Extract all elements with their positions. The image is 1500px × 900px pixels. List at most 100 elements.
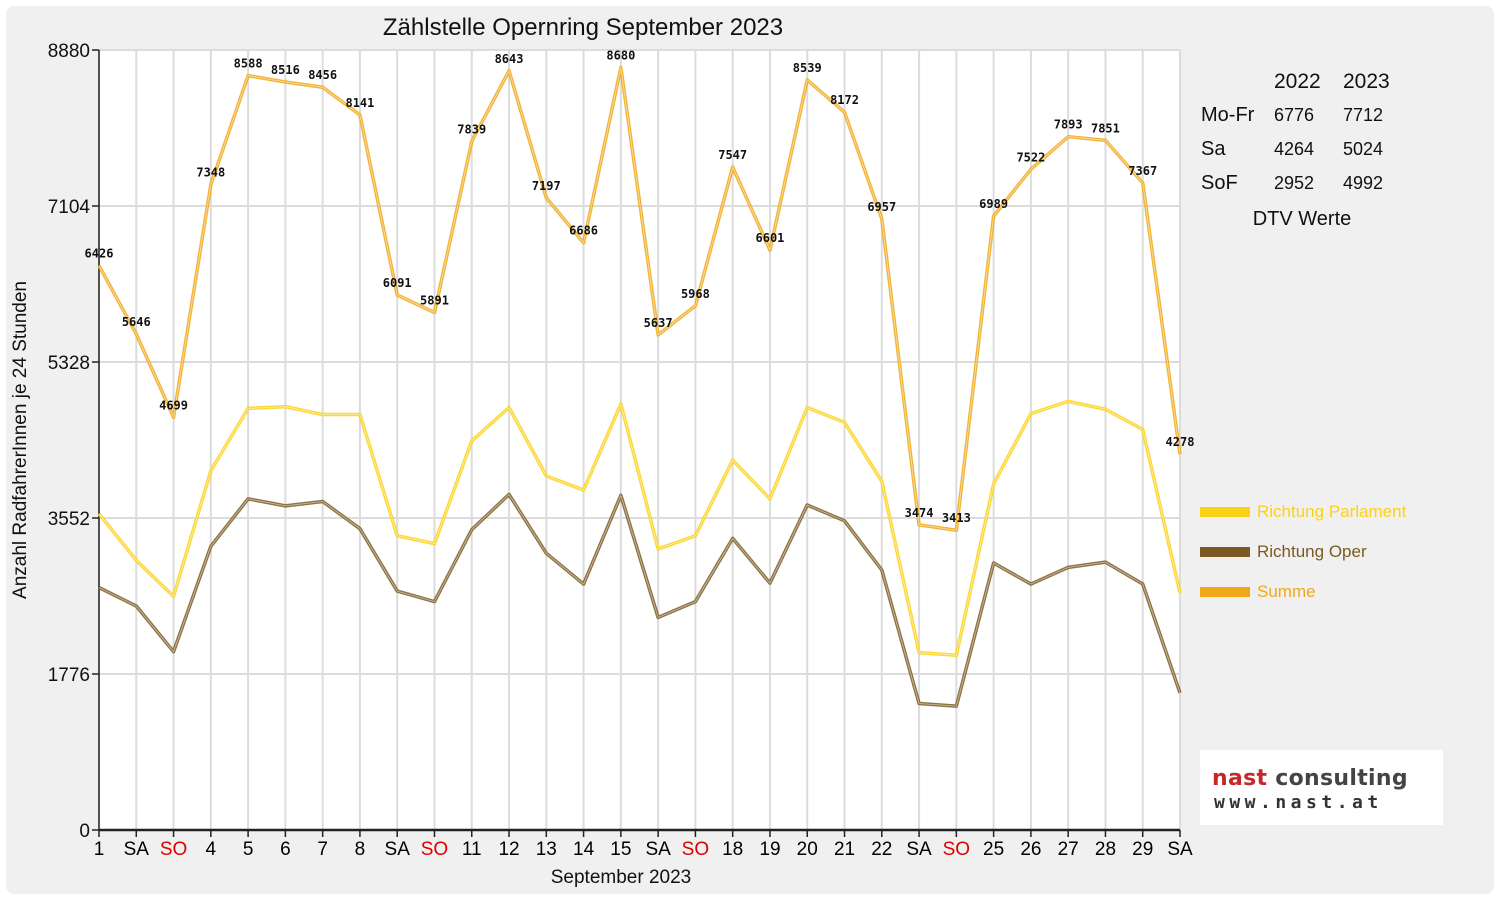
data-label: 6426	[85, 247, 114, 261]
legend-item-summe: Summe	[1200, 572, 1406, 612]
x-tick-label: 5	[243, 839, 254, 860]
dtv-row-sa: Sa 4264 5024	[1198, 132, 1406, 167]
data-label: 6686	[569, 224, 598, 238]
x-tick-label: 18	[722, 839, 743, 860]
dtv-row-label: Mo-Fr	[1198, 98, 1268, 133]
dtv-row-label: Sa	[1198, 132, 1268, 167]
legend-swatch	[1200, 507, 1250, 517]
data-label: 7367	[1128, 164, 1157, 178]
dtv-cell-2022: 6776	[1267, 98, 1337, 133]
data-label: 8172	[830, 93, 859, 107]
data-label: 4699	[159, 398, 188, 412]
data-label: 3413	[942, 511, 971, 525]
series-line-highlight	[98, 67, 1181, 531]
data-label: 8456	[308, 68, 337, 82]
dtv-header-empty	[1199, 65, 1268, 99]
chart-legend: Richtung Parlament Richtung Oper Summe	[1200, 492, 1406, 612]
x-tick-label: 22	[871, 839, 892, 860]
x-tick-label: 26	[1020, 839, 1041, 860]
y-tick-label: 1776	[48, 665, 90, 686]
x-tick-label: 29	[1132, 839, 1153, 860]
data-label: 6957	[867, 200, 896, 214]
dtv-table: 2022 2023 Mo-Fr 6776 7712 Sa 4264 5024 S…	[1198, 64, 1406, 201]
dtv-caption: DTV Werte	[1252, 208, 1352, 230]
x-tick-label: SA	[385, 839, 411, 860]
x-tick-label: 14	[573, 839, 595, 860]
x-tick-label: SO	[682, 839, 709, 860]
data-label: 8539	[793, 61, 822, 75]
x-tick-label: SO	[160, 839, 187, 860]
x-tick-label: 28	[1095, 839, 1116, 860]
data-label: 7547	[718, 148, 747, 162]
legend-swatch	[1200, 587, 1250, 597]
data-label: 5637	[644, 316, 673, 330]
x-tick-label: 15	[610, 839, 631, 860]
data-label: 5968	[681, 287, 710, 301]
company-logo: nast consulting www.nast.at	[1200, 750, 1443, 825]
data-label: 8588	[234, 57, 263, 71]
legend-label: Richtung Parlament	[1257, 502, 1407, 521]
x-tick-label: SA	[124, 839, 150, 860]
data-label: 6989	[979, 197, 1008, 211]
x-tick-label: 13	[536, 839, 557, 860]
dtv-row-mofr: Mo-Fr 6776 7712	[1198, 98, 1406, 133]
logo-name-prefix: nast	[1212, 766, 1268, 791]
y-axis-label: Anzahl RadfahrerInnen je 24 Stunden	[10, 281, 31, 599]
y-tick-label: 3552	[48, 509, 90, 530]
dtv-cell-2023: 4992	[1336, 166, 1406, 201]
x-tick-label: 25	[983, 839, 1004, 860]
data-label: 7851	[1091, 121, 1120, 135]
data-label: 7522	[1016, 150, 1045, 164]
legend-item-oper: Richtung Oper	[1200, 532, 1406, 572]
plot-area	[99, 50, 1180, 830]
dtv-cell-2023: 7712	[1336, 98, 1406, 133]
x-tick-label: 1	[94, 839, 105, 860]
x-tick-label: 4	[206, 839, 217, 860]
dtv-cell-2022: 4264	[1267, 132, 1337, 167]
x-tick-label: SO	[421, 839, 448, 860]
dtv-header-2022: 2022	[1267, 64, 1337, 99]
x-tick-label: 20	[797, 839, 818, 860]
data-label: 7839	[457, 122, 486, 136]
data-label: 8643	[495, 52, 524, 66]
x-tick-label: SA	[906, 839, 932, 860]
data-label: 7348	[196, 166, 225, 180]
series-line-highlight	[98, 400, 1181, 656]
x-tick-label: SA	[645, 839, 671, 860]
y-tick-label: 5328	[48, 353, 90, 374]
x-tick-label: 19	[759, 839, 780, 860]
logo-url: www.nast.at	[1214, 792, 1383, 813]
logo-name-suffix: consulting	[1267, 766, 1408, 791]
data-label: 8680	[606, 49, 635, 63]
legend-swatch	[1200, 547, 1250, 557]
logo-name: nast consulting	[1212, 766, 1408, 791]
data-label: 6091	[383, 276, 412, 290]
data-label: 4278	[1166, 435, 1195, 449]
data-label: 6601	[756, 231, 785, 245]
x-tick-label: SA	[1167, 839, 1193, 860]
legend-label: Richtung Oper	[1257, 542, 1367, 561]
data-label: 5891	[420, 294, 449, 308]
y-tick-label: 0	[79, 821, 90, 842]
legend-label: Summe	[1257, 582, 1316, 601]
dtv-table-header: 2022 2023	[1199, 64, 1406, 99]
x-tick-label: 21	[834, 839, 855, 860]
x-axis-label: September 2023	[551, 867, 692, 888]
x-tick-label: 8	[355, 839, 366, 860]
x-tick-label: 6	[280, 839, 291, 860]
data-label: 3474	[905, 506, 934, 520]
y-tick-label: 7104	[48, 197, 91, 218]
dtv-header-2023: 2023	[1336, 64, 1406, 99]
legend-item-parlament: Richtung Parlament	[1200, 492, 1406, 532]
y-tick-label: 8880	[48, 41, 90, 62]
data-label: 7893	[1054, 118, 1083, 132]
data-label: 8516	[271, 63, 300, 77]
chart-title: Zählstelle Opernring September 2023	[383, 14, 783, 41]
dtv-cell-2022: 2952	[1267, 166, 1337, 201]
data-label: 8141	[345, 96, 374, 110]
x-tick-label: 27	[1058, 839, 1079, 860]
dtv-row-label: SoF	[1198, 166, 1268, 201]
x-tick-label: 12	[498, 839, 519, 860]
x-tick-label: 7	[317, 839, 328, 860]
dtv-cell-2023: 5024	[1336, 132, 1406, 167]
